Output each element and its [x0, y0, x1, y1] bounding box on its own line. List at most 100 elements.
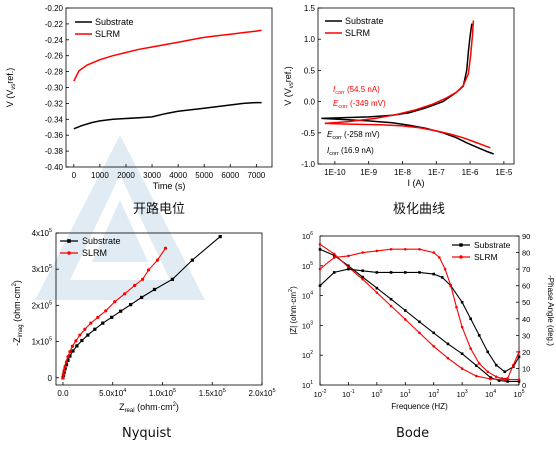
bode-y-right-tick-label: 90 [522, 232, 530, 241]
bode-data-point-slrm-impedance [403, 318, 407, 321]
bode-data-point-slrm-phase [389, 247, 393, 251]
nyq-data-point-slrm [155, 258, 160, 262]
bode-y-left-tick-label: 103 [302, 320, 313, 330]
bode-data-point-slrm-phase [418, 247, 421, 251]
bode-legend-marker-slrm [459, 255, 463, 259]
bode-y-right-tick-label: 20 [522, 348, 530, 357]
bode-data-point-substrate-phase [494, 363, 498, 367]
nyq-data-point-slrm [104, 309, 108, 313]
nyq-data-point-slrm [61, 372, 66, 376]
caption-nyquist: Nyquist [122, 426, 172, 441]
nyq-data-point-substrate [170, 277, 175, 281]
ocp-x-tick-label: 7000 [247, 171, 265, 180]
nyq-x-tick-label: 1.5x105 [199, 388, 226, 398]
nyq-data-point-substrate [75, 344, 79, 348]
nyq-data-point-slrm [68, 350, 72, 354]
nyq-data-point-slrm [123, 292, 127, 296]
bode-data-point-slrm-phase [477, 362, 481, 365]
nyq-y-tick-label: 0 [48, 374, 53, 383]
bode-data-point-substrate-phase [361, 269, 364, 273]
ocp-legend-label-substrate: Substrate [95, 17, 134, 27]
bode-data-point-substrate-impedance [403, 309, 407, 312]
nyq-data-point-substrate [80, 338, 84, 343]
nyq-data-point-slrm [62, 368, 66, 373]
bode-y-right-tick-label: 30 [522, 331, 530, 340]
bode-data-point-substrate-phase [347, 267, 350, 271]
nyq-data-point-slrm [70, 344, 75, 348]
nyq-data-point-substrate [66, 358, 70, 362]
caption-open-circuit-potential: 开路电位 [133, 202, 186, 217]
nyq-data-point-slrm [146, 268, 151, 272]
bode-data-point-substrate-impedance [389, 297, 393, 301]
ocp-y-tick-label: -0.32 [45, 99, 64, 108]
bode-data-point-slrm-impedance [418, 331, 421, 335]
pol-series-line-substrate [321, 23, 494, 155]
nyq-y-axis-label: -Zimag (ohm·cm2) [12, 280, 24, 346]
bode-series-line-slrm-phase [319, 248, 520, 379]
bode-x-tick-label: 10-2 [314, 389, 327, 399]
bode-data-point-slrm-phase [438, 256, 441, 259]
ocp-series-line-substrate [73, 101, 262, 130]
ocp-x-tick-label: 5000 [195, 171, 213, 180]
bode-data-point-substrate-phase [332, 271, 336, 274]
bode-data-point-slrm-phase [494, 375, 498, 379]
bode-data-point-substrate-impedance [460, 352, 464, 356]
bode-x-tick-label: 103 [457, 389, 468, 399]
bode-data-point-substrate-impedance [475, 364, 478, 367]
nyq-x-tick-label: 2.0x105 [248, 388, 275, 398]
bode-y-right-tick-label: 80 [522, 249, 530, 258]
pol-y-tick-label: 1.0 [304, 35, 316, 44]
pol-y-tick-label: 0.5 [304, 66, 316, 75]
nyq-data-point-slrm [113, 300, 117, 304]
bode-data-point-slrm-phase [455, 305, 458, 309]
bode-data-point-slrm-phase [443, 267, 447, 271]
bode-y-right-tick-label: 10 [522, 364, 530, 373]
nyq-data-point-slrm [83, 327, 87, 331]
ocp-y-tick-label: -0.36 [45, 131, 64, 140]
pol-x-tick-label: 1E-5 [495, 168, 512, 177]
ocp-x-tick-label: 0 [72, 171, 77, 180]
watermark-triangle-outer [35, 135, 205, 300]
bode-data-point-substrate-phase [318, 284, 322, 287]
ocp-x-tick-label: 1000 [91, 171, 109, 180]
ocp-x-tick-label: 2000 [117, 171, 135, 180]
bode-series-line-slrm-impedance [319, 243, 519, 381]
bode-data-point-substrate-phase [512, 365, 515, 369]
ocp-x-tick-label: 6000 [221, 171, 239, 180]
bode-x-tick-label: 10-1 [342, 389, 355, 399]
bode-data-point-slrm-impedance [503, 378, 507, 381]
pol-x-axis-label: I (A) [408, 178, 425, 188]
bode-data-point-substrate-impedance [517, 380, 521, 383]
nyq-data-point-slrm [163, 246, 168, 250]
caption-polarization-curve: 极化曲线 [393, 202, 446, 217]
bode-data-point-slrm-impedance [489, 377, 492, 381]
ocp-y-axis-label: V (Vvsref.) [5, 68, 17, 108]
ocp-legend-label-slrm: SLRM [95, 29, 120, 39]
nyq-x-tick-label: 1.0x105 [149, 388, 176, 398]
nyq-data-point-substrate [68, 354, 72, 358]
nyq-data-point-substrate [101, 321, 105, 325]
ocp-y-tick-label: -0.26 [45, 52, 64, 61]
nyq-x-tick-label: 5.0x104 [99, 388, 126, 398]
bode-data-point-slrm-phase [347, 254, 350, 258]
bode-data-point-substrate-impedance [332, 254, 336, 257]
bode-data-point-slrm-impedance [375, 291, 379, 294]
nyq-data-point-substrate [218, 235, 222, 239]
pol-y-axis-label: V (Vvsref.) [283, 66, 295, 106]
pol-annotation-slrm-ecorr: Ecorr (-349 mV) [333, 99, 386, 110]
bode-data-point-slrm-impedance [332, 252, 336, 256]
bode-y-right-axis-label: -Phase Angle (deg.) [546, 275, 555, 346]
ocp-y-tick-label: -0.38 [45, 147, 64, 156]
nyq-x-tick-label: 0.0 [57, 389, 69, 398]
ocp-y-tick-label: -0.40 [45, 163, 64, 172]
nyq-data-point-slrm [64, 360, 69, 364]
nyq-data-point-substrate [129, 303, 133, 307]
bode-data-point-slrm-impedance [432, 344, 436, 348]
pol-legend-label-slrm: SLRM [345, 28, 370, 38]
bode-x-axis-label: Frequence (HZ) [391, 402, 448, 411]
bode-data-point-slrm-phase [318, 267, 322, 271]
bode-y-left-tick-label: 101 [302, 380, 313, 390]
bode-data-point-slrm-phase [375, 249, 379, 253]
bode-data-point-substrate-phase [403, 271, 407, 274]
